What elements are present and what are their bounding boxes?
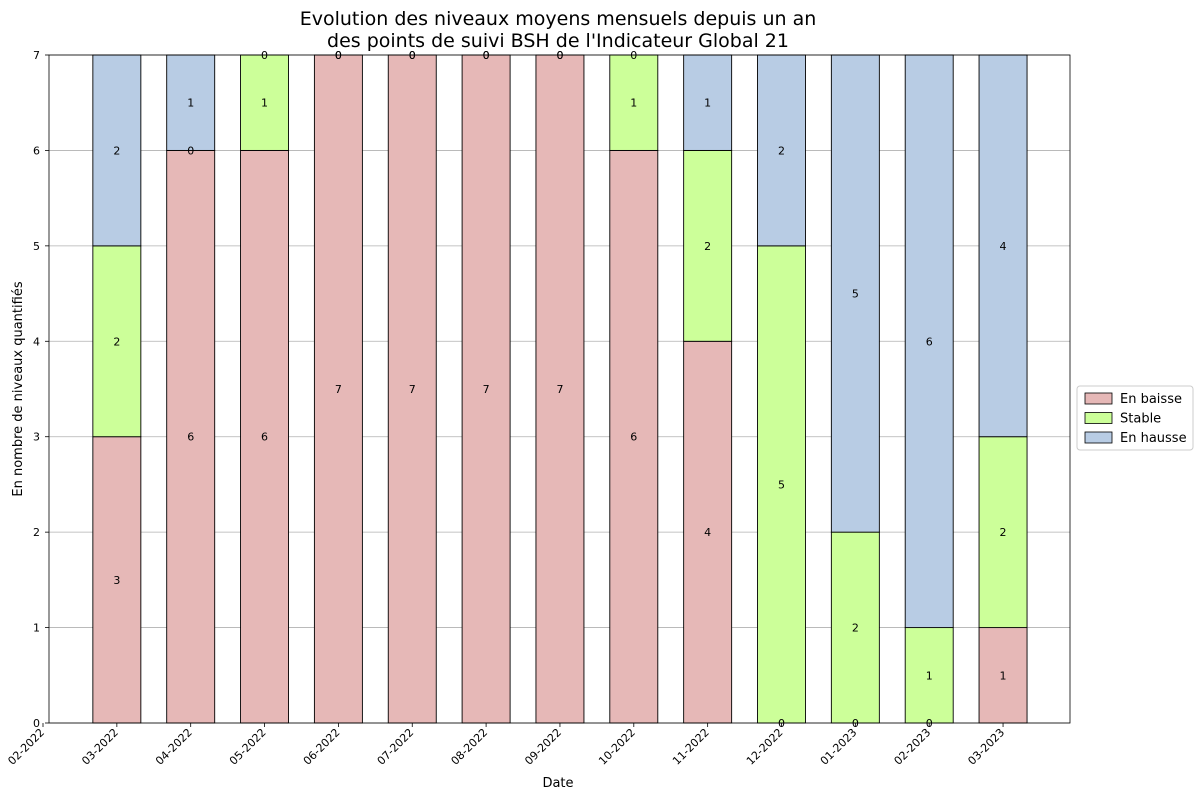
x-tick-label: 05-2022	[227, 726, 269, 768]
x-tick-label: 01-2023	[818, 726, 860, 768]
bar-value-label: 2	[113, 144, 120, 157]
bar-segment	[240, 149, 290, 724]
x-tick-label: 09-2022	[522, 726, 564, 768]
bar-value-label: 0	[630, 49, 637, 62]
bar-value-label: 0	[409, 49, 416, 62]
bar-value-label: 1	[261, 97, 268, 110]
y-tick-label: 2	[33, 526, 40, 539]
x-tick-label: 10-2022	[596, 726, 638, 768]
bar-value-label: 0	[409, 49, 416, 62]
legend: En baisse Stable En hausse	[1076, 385, 1194, 451]
bar-value-label: 0	[335, 49, 342, 62]
x-tick-label: 06-2022	[301, 726, 343, 768]
bar-value-label: 2	[704, 240, 711, 253]
bar-segment	[92, 54, 142, 247]
bar-value-label: 0	[483, 49, 490, 62]
legend-swatch	[1084, 392, 1113, 405]
x-tick-label: 11-2022	[670, 726, 712, 768]
bar-segment	[313, 54, 363, 724]
bar-segment	[166, 149, 216, 724]
bar-segment	[240, 54, 290, 151]
bar-value-label: 4	[1000, 240, 1007, 253]
y-tick-label: 3	[33, 431, 40, 444]
bar-value-label: 0	[556, 49, 563, 62]
bar-value-label: 7	[409, 383, 416, 396]
bar-segment	[387, 54, 437, 724]
bar-value-label: 0	[483, 49, 490, 62]
legend-swatch	[1084, 431, 1113, 444]
x-tick-label: 02-2022	[5, 726, 47, 768]
bar-segment	[683, 149, 733, 342]
chart-title-line: Evolution des niveaux moyens mensuels de…	[300, 8, 817, 30]
x-tick-label: 12-2022	[744, 726, 786, 768]
bar-value-label: 2	[113, 335, 120, 348]
bar-value-label: 1	[704, 97, 711, 110]
bars	[92, 54, 1028, 724]
legend-label: Stable	[1120, 412, 1161, 427]
bar-segment	[757, 54, 806, 247]
legend-label: En hausse	[1120, 431, 1187, 446]
chart-title-line: des points de suivi BSH de l'Indicateur …	[327, 30, 789, 52]
bar-segment	[535, 54, 585, 724]
x-tick-label: 03-2023	[965, 726, 1007, 768]
chart-title: Evolution des niveaux moyens mensuels de…	[300, 8, 817, 52]
bar-value-label: 1	[926, 669, 933, 682]
bar-value-label: 2	[778, 144, 785, 157]
bar-value-label: 6	[630, 431, 637, 444]
plot-frame	[48, 54, 1071, 724]
y-tick-label: 7	[33, 49, 40, 62]
bar-value-label: 1	[630, 97, 637, 110]
bar-value-label: 3	[113, 574, 120, 587]
x-tick-label: 07-2022	[375, 726, 417, 768]
legend-label: En baisse	[1120, 392, 1182, 407]
bar-value-label: 6	[187, 431, 194, 444]
x-tick-label: 03-2022	[79, 726, 121, 768]
y-axis-label: En nombre de niveaux quantifiés	[11, 281, 26, 496]
bar-value-label: 0	[556, 49, 563, 62]
x-tick-label: 04-2022	[153, 726, 195, 768]
bar-value-label: 6	[261, 431, 268, 444]
bar-value-label: 7	[483, 383, 490, 396]
y-tick-label: 1	[33, 622, 40, 635]
y-tick-label: 5	[33, 240, 40, 253]
bar-value-label: 5	[778, 478, 785, 491]
bar-segment	[904, 627, 954, 724]
bar-segment	[830, 54, 880, 533]
bar-segment	[166, 54, 216, 151]
y-tick-label: 4	[33, 335, 40, 348]
bar-value-label: 1	[1000, 669, 1007, 682]
bar-value-label: 0	[187, 144, 194, 157]
bar-value-label: 0	[261, 49, 268, 62]
bar-segment	[461, 54, 511, 724]
bar-segment	[683, 54, 733, 151]
y-axis-ticks: 0 1 2 3 4 5 6 7	[33, 49, 49, 730]
bar-value-label: 5	[852, 288, 859, 301]
bar-segment	[609, 149, 659, 724]
bar-value-label: 4	[704, 526, 711, 539]
bar-value-label: 6	[926, 335, 933, 348]
x-axis-label: Date	[542, 776, 573, 791]
legend-swatch	[1084, 412, 1113, 424]
bar-value-label: 2	[1000, 526, 1007, 539]
bar-value-label: 0	[335, 49, 342, 62]
bar-segment	[904, 54, 954, 629]
bar-value-label: 1	[187, 97, 194, 110]
bar-segment	[978, 436, 1028, 629]
x-tick-label: 08-2022	[449, 726, 491, 768]
bar-segment	[92, 245, 142, 438]
y-tick-label: 0	[33, 717, 40, 730]
bar-segment	[609, 54, 659, 151]
bar-value-label: 7	[335, 383, 342, 396]
bar-segment	[978, 54, 1028, 438]
bar-value-label: 7	[556, 383, 563, 396]
bar-value-label: 2	[852, 622, 859, 635]
x-tick-label: 02-2023	[892, 726, 934, 768]
y-tick-label: 6	[33, 144, 40, 157]
bar-segment	[757, 245, 806, 724]
